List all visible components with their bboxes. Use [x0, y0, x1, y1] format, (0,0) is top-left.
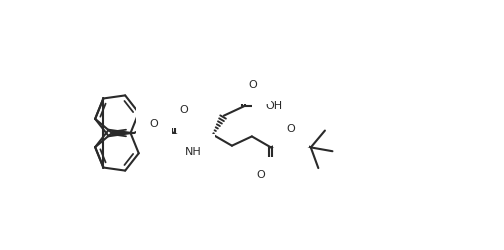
Text: O: O [179, 105, 187, 115]
Text: OH: OH [266, 101, 283, 111]
Text: O: O [286, 124, 295, 134]
Text: O: O [150, 119, 158, 129]
Text: NH: NH [184, 147, 201, 157]
Text: O: O [249, 80, 258, 90]
Text: O: O [256, 170, 265, 180]
